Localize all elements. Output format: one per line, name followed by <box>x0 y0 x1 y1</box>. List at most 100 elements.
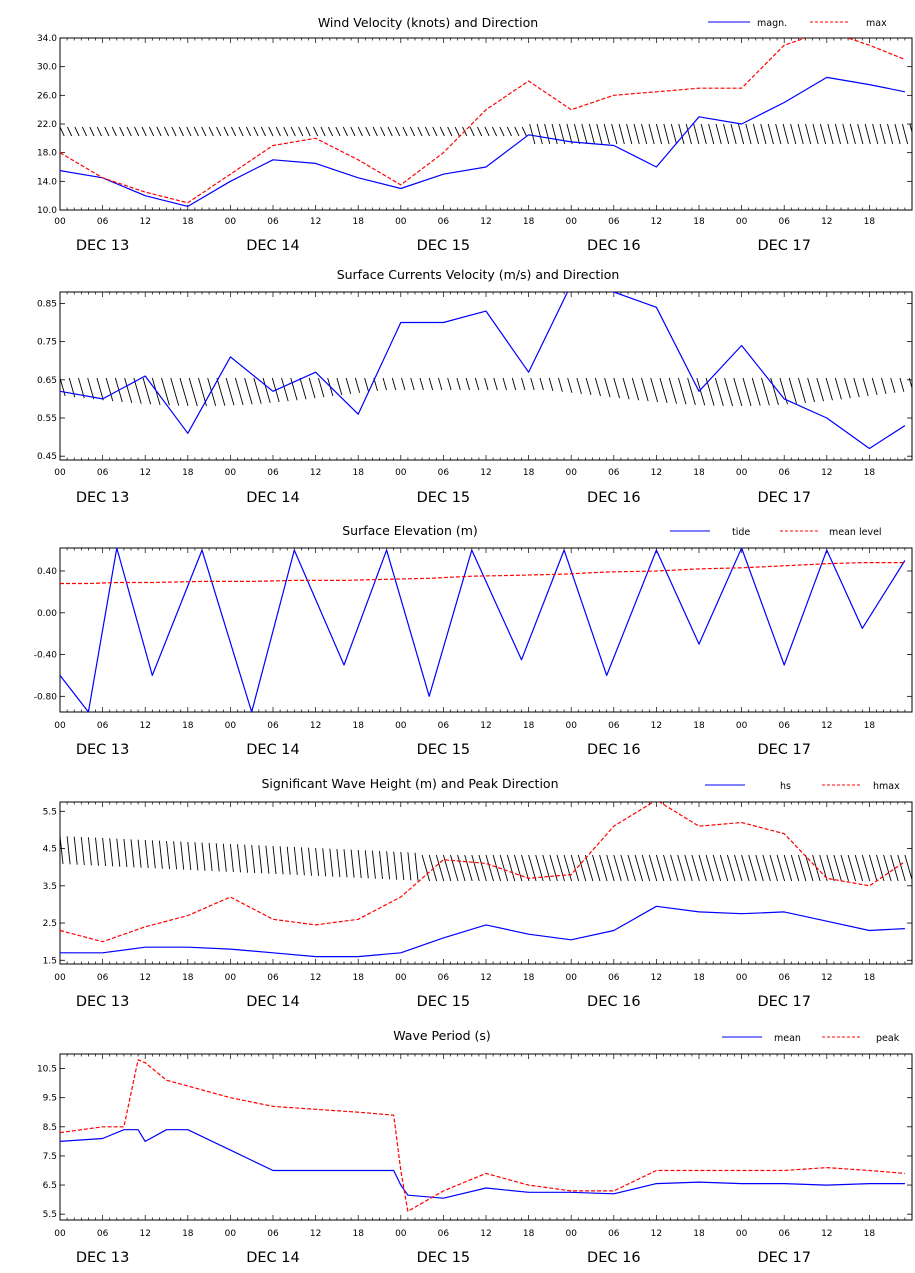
plot-area <box>60 802 912 958</box>
x-tick-label: 06 <box>778 721 790 731</box>
direction-arrow <box>592 854 601 882</box>
x-day-label: DEC 17 <box>757 238 811 254</box>
direction-arrow <box>603 123 610 145</box>
direction-arrow <box>511 377 517 391</box>
direction-arrow <box>783 854 793 882</box>
x-tick-label: 06 <box>267 217 279 227</box>
direction-arrow <box>87 837 92 866</box>
x-day-label: DEC 16 <box>587 490 641 506</box>
direction-arrow <box>812 123 819 145</box>
x-tick-label: 12 <box>310 1229 321 1239</box>
direction-arrow <box>300 847 305 876</box>
direction-arrow <box>400 851 405 881</box>
x-day-label: DEC 13 <box>76 238 130 254</box>
direction-arrow <box>611 123 618 145</box>
direction-arrow <box>708 123 715 145</box>
direction-arrow <box>410 377 415 391</box>
direction-arrow <box>299 377 307 400</box>
direction-arrow <box>775 123 782 145</box>
direction-arrow <box>315 847 320 877</box>
direction-arrow <box>663 123 670 145</box>
x-day-label: DEC 16 <box>587 742 641 758</box>
direction-arrow <box>842 123 849 145</box>
x-tick-label: 12 <box>651 217 662 227</box>
direction-arrow <box>305 126 311 137</box>
x-tick-label: 12 <box>310 973 321 983</box>
plot-frame <box>59 1053 913 1221</box>
x-tick-label: 12 <box>651 468 662 478</box>
x-tick-label: 06 <box>778 973 790 983</box>
x-day-label: DEC 14 <box>246 1250 300 1266</box>
x-tick-label: 18 <box>864 468 876 478</box>
direction-arrow <box>454 126 460 137</box>
direction-arrow <box>696 377 706 406</box>
direction-arrow <box>251 844 256 874</box>
direction-arrow <box>737 123 745 145</box>
direction-arrow <box>712 854 722 882</box>
x-tick-label: 06 <box>778 1229 790 1239</box>
direction-arrow <box>238 126 244 137</box>
direction-arrow <box>208 842 213 872</box>
x-tick-label: 00 <box>736 973 748 983</box>
x-tick-label: 18 <box>523 721 535 731</box>
x-day-label: DEC 17 <box>757 994 811 1010</box>
direction-arrow <box>570 854 580 882</box>
direction-arrow <box>521 854 530 882</box>
direction-arrow <box>421 854 431 882</box>
direction-arrow <box>883 854 892 882</box>
x-tick-label: 12 <box>821 468 832 478</box>
direction-arrow <box>544 123 551 145</box>
direction-arrow <box>104 126 110 137</box>
x-tick-label: 18 <box>864 973 876 983</box>
direction-arrow <box>596 123 603 145</box>
y-tick-label: -0.40 <box>34 651 58 661</box>
direction-arrow <box>861 854 871 882</box>
direction-arrow <box>123 838 128 868</box>
y-tick-label: 0.45 <box>37 452 57 462</box>
x-tick-label: 00 <box>565 468 577 478</box>
direction-arrow <box>60 126 65 137</box>
direction-arrow <box>231 126 237 137</box>
x-tick-label: 12 <box>651 1229 662 1239</box>
direction-arrow <box>790 854 800 882</box>
wind-title: Wind Velocity (knots) and Direction <box>318 15 538 30</box>
x-tick-label: 00 <box>54 1229 66 1239</box>
direction-arrow <box>626 123 633 145</box>
direction-arrow <box>588 123 595 145</box>
direction-arrow <box>133 377 142 404</box>
direction-arrow <box>149 126 155 137</box>
direction-arrow <box>201 842 206 871</box>
direction-arrow <box>382 377 387 391</box>
direction-arrow <box>760 123 767 145</box>
plot-area <box>60 38 912 207</box>
direction-arrow <box>478 854 487 882</box>
x-tick-label: 18 <box>352 1229 364 1239</box>
direction-arrow <box>290 126 296 137</box>
direction-arrow <box>124 377 133 404</box>
direction-arrow <box>432 126 438 137</box>
direction-arrow <box>186 126 192 137</box>
direction-arrow <box>714 377 724 406</box>
direction-arrow <box>719 854 729 882</box>
direction-arrow <box>633 123 640 145</box>
direction-arrow <box>456 377 461 391</box>
direction-arrow <box>613 854 622 882</box>
direction-arrow <box>447 126 453 137</box>
direction-arrow <box>594 377 601 397</box>
direction-arrow <box>584 854 594 882</box>
direction-arrow <box>585 377 592 396</box>
direction-arrows <box>60 835 912 882</box>
series-line-mean <box>60 1129 905 1199</box>
x-tick-label: 18 <box>693 1229 705 1239</box>
direction-arrow <box>879 123 886 145</box>
direction-arrow <box>439 126 445 137</box>
x-day-label: DEC 16 <box>587 1250 641 1266</box>
direction-arrow <box>762 854 771 882</box>
y-tick-label: 2.5 <box>43 919 57 929</box>
x-tick-label: 18 <box>864 217 876 227</box>
direction-arrow <box>268 126 274 137</box>
direction-arrow <box>909 123 912 134</box>
direction-arrow <box>435 854 445 882</box>
direction-arrow <box>613 377 621 399</box>
direction-arrow <box>648 123 655 145</box>
